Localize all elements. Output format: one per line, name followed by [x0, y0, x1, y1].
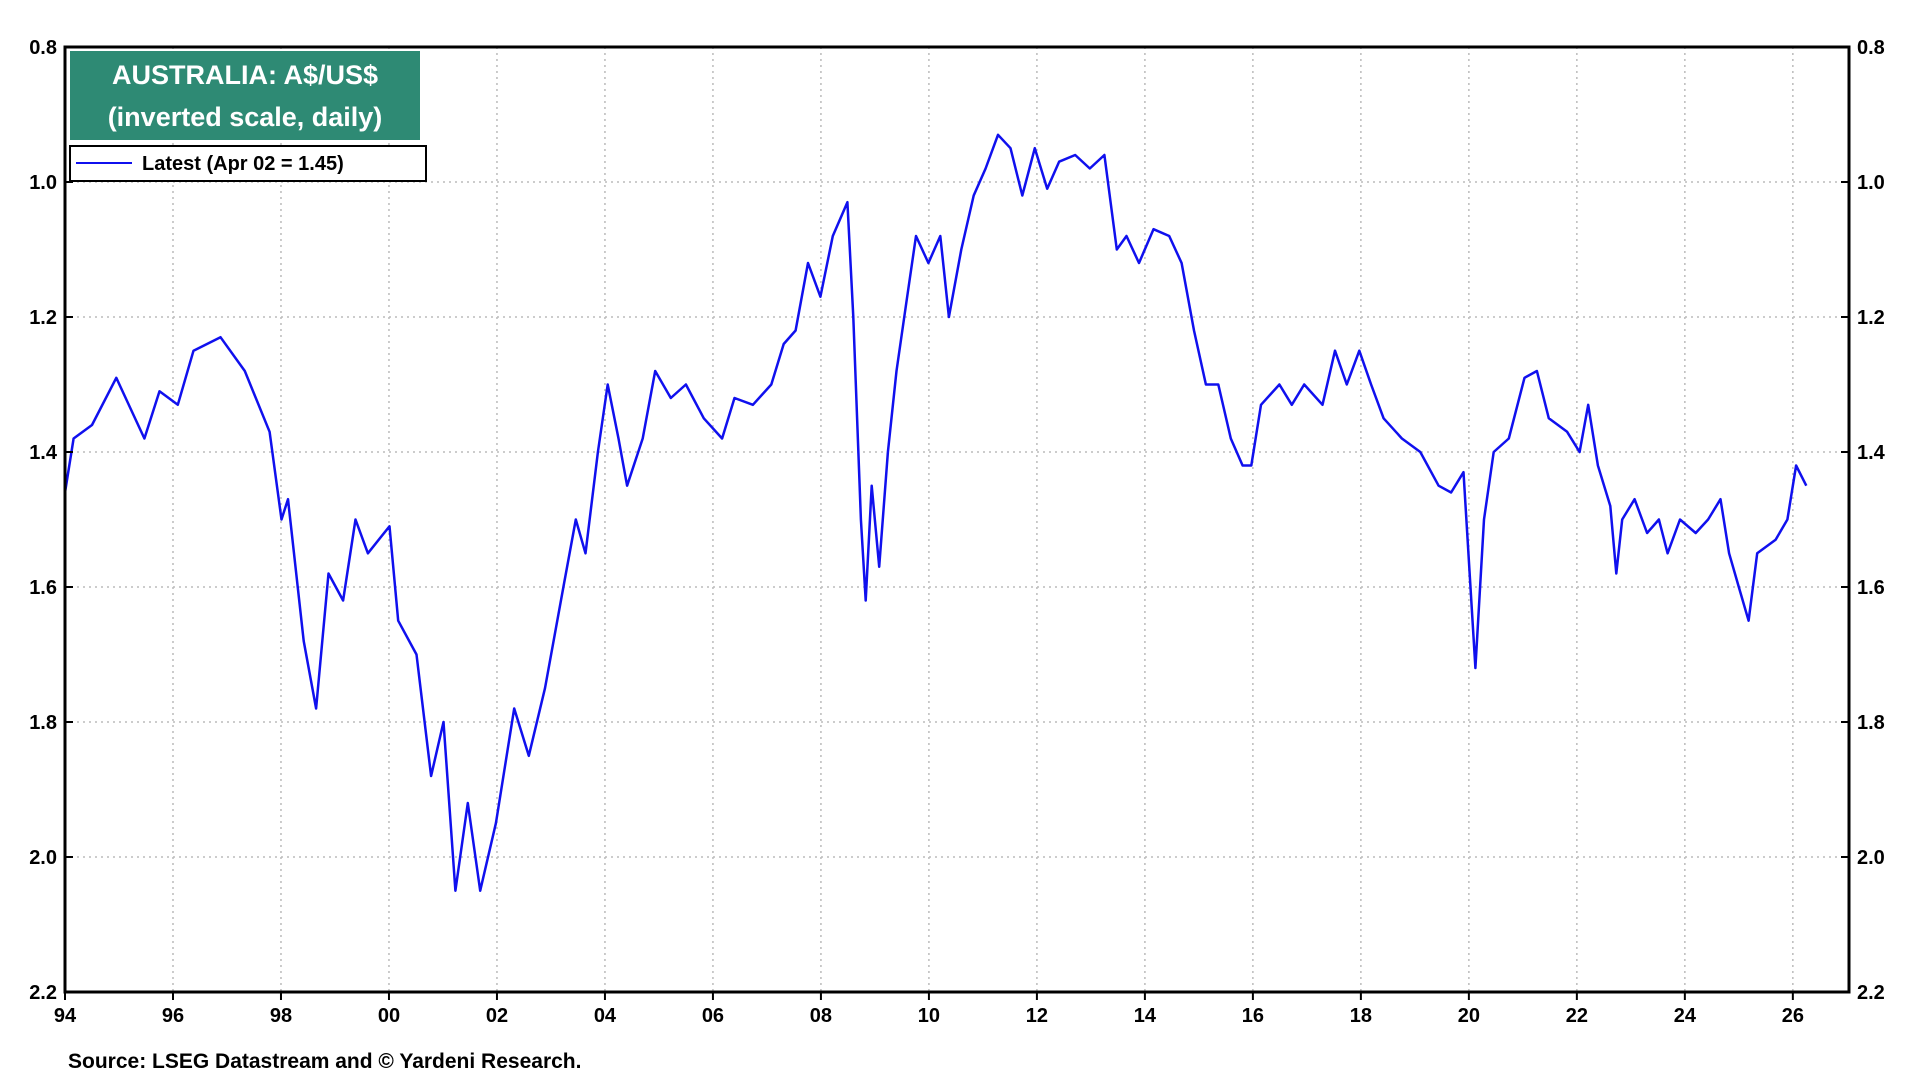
x-tick-label: 26 — [1782, 1005, 1804, 1027]
x-tick-label: 20 — [1458, 1005, 1480, 1027]
x-tick-label: 10 — [918, 1005, 940, 1027]
x-tick-label: 04 — [594, 1005, 617, 1027]
x-tick-label: 08 — [810, 1005, 832, 1027]
lines — [63, 133, 1808, 892]
x-tick-label: 06 — [702, 1005, 724, 1027]
x-tick-label: 14 — [1134, 1005, 1157, 1027]
y-tick-label: 2.0 — [29, 847, 57, 869]
y-tick-label: 1.8 — [29, 712, 57, 734]
source: Source: LSEG Datastream and © Yardeni Re… — [68, 1050, 581, 1073]
x-tick-label: 02 — [486, 1005, 508, 1027]
grid — [64, 46, 1849, 993]
labels: 0.8 0.8 1.0 1.0 1.2 1.2 1.4 1.4 1.6 1.6 1.8 1.8 2.0 2… — [29, 37, 1885, 1027]
x-tick-label: 22 — [1566, 1005, 1588, 1027]
y2-tick-label: 1.6 — [1857, 577, 1885, 599]
x-tick-label: 94 — [54, 1005, 77, 1027]
x-tick-label: 24 — [1674, 1005, 1697, 1027]
y-tick-label: 0.8 — [29, 37, 57, 59]
y-tick-label: 1.0 — [29, 172, 57, 194]
x-tick-label: 12 — [1026, 1005, 1048, 1027]
y2-tick-label: 1.2 — [1857, 307, 1885, 329]
x-tick-label: 96 — [162, 1005, 184, 1027]
y2-tick-label: 2.2 — [1857, 982, 1885, 1004]
y2-tick-label: 1.0 — [1857, 172, 1885, 194]
x-tick-label: 16 — [1242, 1005, 1264, 1027]
plot-frame — [63, 45, 1851, 994]
y2-tick-label: 0.8 — [1857, 37, 1885, 59]
y2-tick-label: 1.4 — [1857, 442, 1886, 464]
x-tick-label: 00 — [378, 1005, 400, 1027]
chart-subtitle: (inverted scale, daily) — [108, 102, 383, 132]
legend-label: Latest (Apr 02 = 1.45) — [142, 153, 344, 175]
series-line — [63, 133, 1808, 892]
y-tick-label: 1.4 — [29, 442, 58, 464]
chart-title: AUSTRALIA: A$/US$ — [112, 60, 378, 90]
y-tick-label: 1.2 — [29, 307, 57, 329]
y-tick-label: 2.2 — [29, 982, 57, 1004]
x-tick-label: 18 — [1350, 1005, 1372, 1027]
y-tick-label: 1.6 — [29, 577, 57, 599]
title-box — [70, 51, 420, 140]
y2-tick-label: 2.0 — [1857, 847, 1885, 869]
y2-tick-label: 1.8 — [1857, 712, 1885, 734]
x-tick-label: 98 — [270, 1005, 292, 1027]
